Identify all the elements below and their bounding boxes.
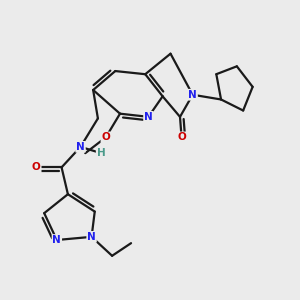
Text: O: O bbox=[101, 132, 110, 142]
Text: H: H bbox=[97, 148, 105, 158]
Text: O: O bbox=[32, 162, 41, 172]
Text: N: N bbox=[144, 112, 153, 122]
Text: N: N bbox=[76, 142, 85, 152]
Text: N: N bbox=[52, 235, 61, 245]
Text: N: N bbox=[87, 232, 96, 242]
Text: O: O bbox=[177, 132, 186, 142]
Text: N: N bbox=[188, 90, 197, 100]
